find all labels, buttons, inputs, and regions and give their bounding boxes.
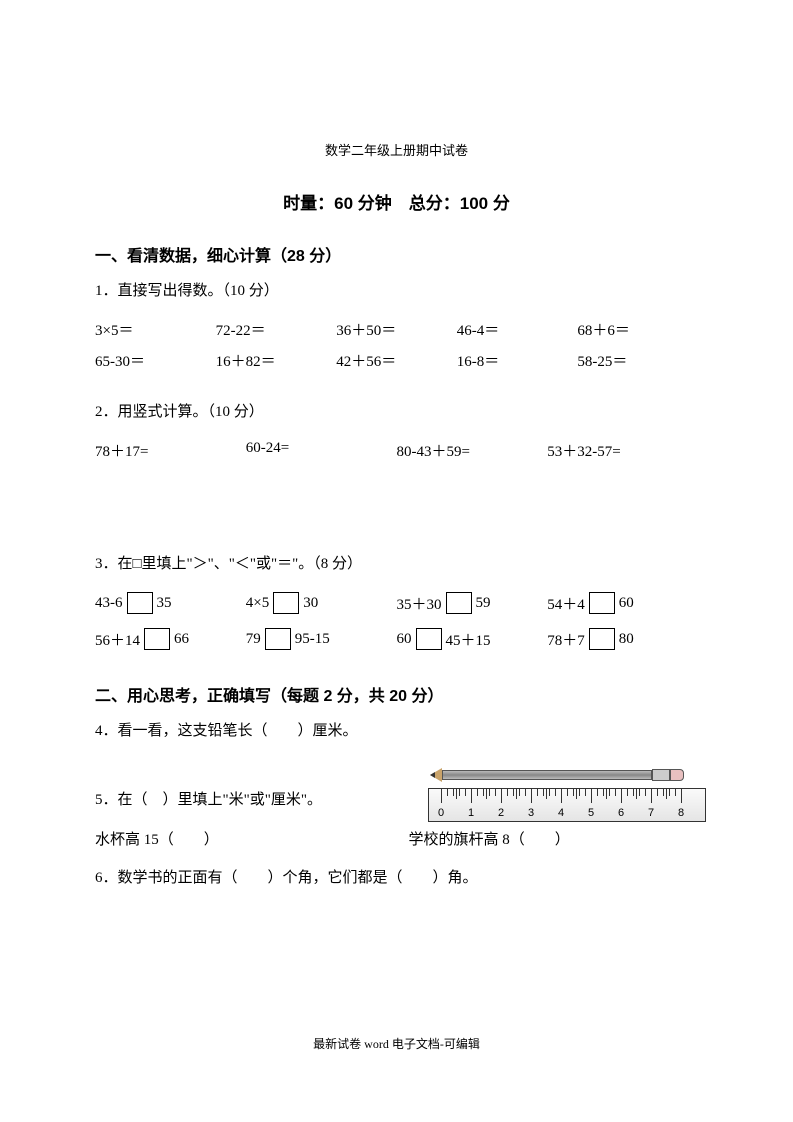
q1-cell: 68＋6＝ [577, 319, 698, 340]
q1-cell: 36＋50＝ [336, 319, 457, 340]
q3-cell: 4×5 30 [246, 592, 397, 614]
answer-box[interactable] [589, 628, 615, 650]
q3-b: 60 [619, 595, 634, 612]
answer-box[interactable] [446, 592, 472, 614]
q3-a: 79 [246, 631, 261, 648]
answer-box[interactable] [589, 592, 615, 614]
q3-row-2: 56＋14 66 79 95-15 60 45＋15 78＋7 80 [95, 628, 698, 650]
q2-cell: 80-43＋59= [397, 440, 548, 461]
q3-a: 43-6 [95, 595, 123, 612]
q2-cell: 60-24= [246, 440, 397, 461]
q1-cell: 16-8＝ [457, 350, 578, 371]
q2-cell: 78＋17= [95, 440, 246, 461]
q3-cell: 56＋14 66 [95, 628, 246, 650]
time-score-line: 时量：60 分钟 总分：100 分 [95, 189, 698, 214]
q3-b: 66 [174, 631, 189, 648]
q3-a: 56＋14 [95, 629, 140, 650]
q3-a: 4×5 [246, 595, 269, 612]
q1-cell: 46-4＝ [457, 319, 578, 340]
q2-label: 2．用竖式计算。（10 分） [95, 399, 698, 426]
q3-b: 35 [157, 595, 172, 612]
q1-cell: 58-25＝ [577, 350, 698, 371]
ruler-icon: 012345678 [428, 788, 706, 822]
q1-cell: 72-22＝ [216, 319, 337, 340]
q2-cell: 53＋32-57= [547, 440, 698, 461]
section-1-title: 一、看清数据，细心计算（28 分） [95, 242, 698, 266]
q3-b: 59 [476, 595, 491, 612]
q3-cell: 60 45＋15 [397, 628, 548, 650]
q1-cell: 65-30＝ [95, 350, 216, 371]
answer-box[interactable] [265, 628, 291, 650]
answer-box[interactable] [273, 592, 299, 614]
q3-cell: 79 95-15 [246, 628, 397, 650]
q1-row-2: 65-30＝ 16＋82＝ 42＋56＝ 16-8＝ 58-25＝ [95, 350, 698, 371]
q1-cell: 16＋82＝ [216, 350, 337, 371]
q3-row-1: 43-6 35 4×5 30 35＋30 59 54＋4 60 [95, 592, 698, 614]
q3-a: 54＋4 [547, 593, 585, 614]
answer-box[interactable] [144, 628, 170, 650]
q5-row: 水杯高 15（ ） 学校的旗杆高 8（ ） [95, 828, 698, 849]
q3-b: 45＋15 [446, 629, 491, 650]
ruler-illustration: 012345678 [428, 764, 708, 822]
q3-b: 95-15 [295, 631, 330, 648]
q3-cell: 35＋30 59 [397, 592, 548, 614]
q1-cell: 42＋56＝ [336, 350, 457, 371]
page-footer: 最新试卷 word 电子文档-可编辑 [0, 1035, 793, 1052]
q3-b: 30 [303, 595, 318, 612]
q2-row-1: 78＋17= 60-24= 80-43＋59= 53＋32-57= [95, 440, 698, 461]
q3-a: 78＋7 [547, 629, 585, 650]
q5a: 水杯高 15（ ） [95, 828, 409, 849]
q6-line: 6．数学书的正面有（ ）个角，它们都是（ ）角。 [95, 865, 698, 892]
q3-b: 80 [619, 631, 634, 648]
q1-row-1: 3×5＝ 72-22＝ 36＋50＝ 46-4＝ 68＋6＝ [95, 319, 698, 340]
pencil-icon [442, 764, 692, 786]
q1-cell: 3×5＝ [95, 319, 216, 340]
q3-label: 3．在□里填上"＞"、"＜"或"＝"。（8 分） [95, 551, 698, 578]
q3-cell: 43-6 35 [95, 592, 246, 614]
q3-cell: 54＋4 60 [547, 592, 698, 614]
q5b: 学校的旗杆高 8（ ） [409, 828, 698, 849]
q3-cell: 78＋7 80 [547, 628, 698, 650]
answer-box[interactable] [127, 592, 153, 614]
q4-line: 4．看一看，这支铅笔长（ ）厘米。 [95, 718, 698, 745]
document-header: 数学二年级上册期中试卷 [95, 140, 698, 159]
q3-a: 35＋30 [397, 593, 442, 614]
q3-a: 60 [397, 631, 412, 648]
answer-box[interactable] [416, 628, 442, 650]
q1-label: 1．直接写出得数。（10 分） [95, 278, 698, 305]
section-2-title: 二、用心思考，正确填写（每题 2 分，共 20 分） [95, 682, 698, 706]
